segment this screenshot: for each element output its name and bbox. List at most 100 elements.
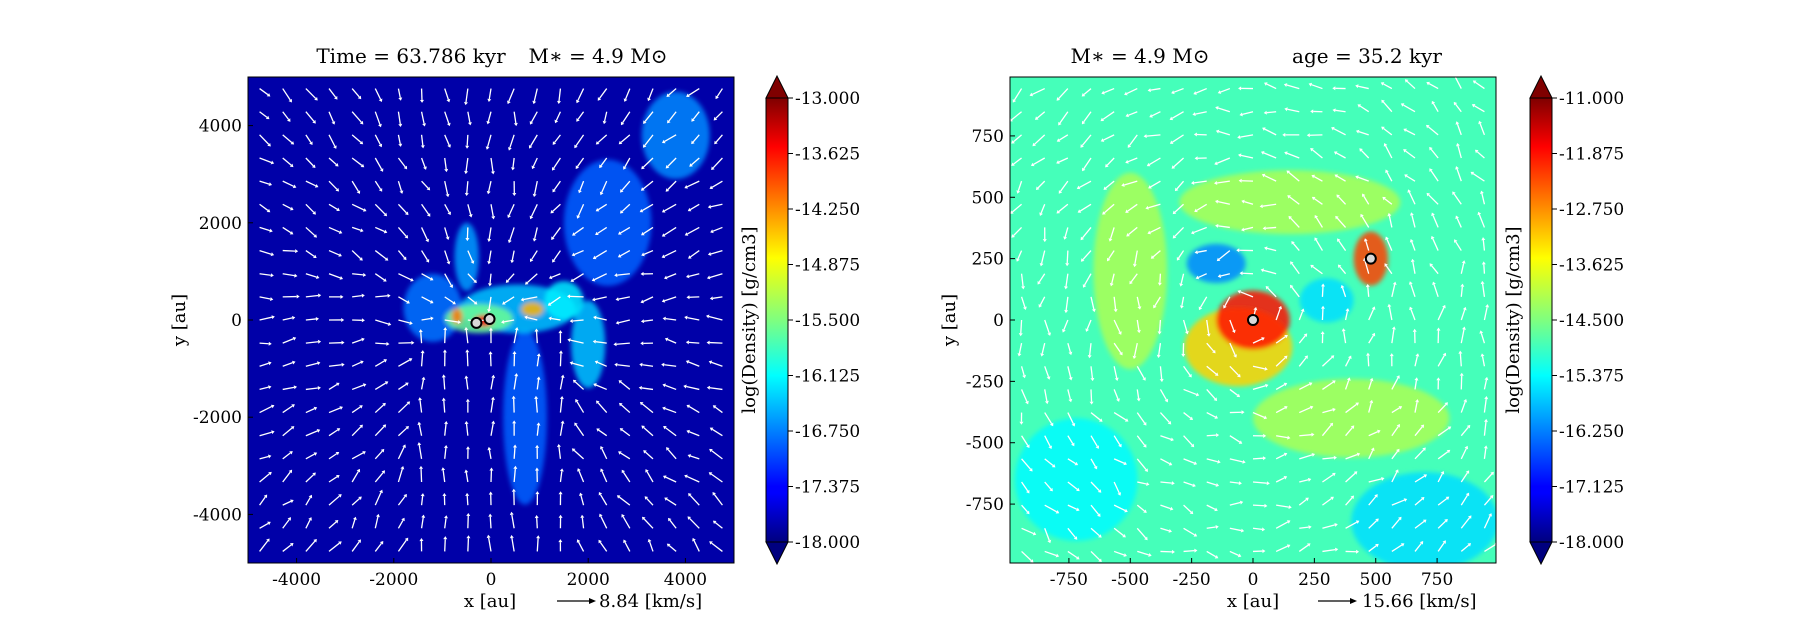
velocity-arrowhead [661,298,666,303]
velocity-arrow [1367,286,1370,297]
velocity-arrow [646,471,654,483]
velocity-arrowhead [535,444,540,448]
velocity-arrowhead [1490,471,1494,476]
velocity-arrowhead [1062,329,1066,333]
velocity-arrow [1020,273,1024,287]
velocity-arrow [374,88,382,100]
velocity-arrow [1262,203,1277,207]
velocity-arrowhead [1262,226,1266,231]
velocity-arrowhead [1329,422,1334,427]
velocity-arrowhead [387,293,391,298]
velocity-arrowhead [423,166,427,170]
velocity-arrowhead [1385,169,1389,174]
velocity-arrowhead [1353,471,1358,475]
velocity-arrow [444,518,447,529]
velocity-arrow [466,181,469,194]
velocity-arrow [305,387,318,391]
velocity-arrow [1368,380,1373,390]
velocity-arrow [1159,412,1170,423]
velocity-arrowhead [336,428,341,432]
velocity-arrowhead [1331,126,1335,131]
velocity-arrow [1104,203,1115,214]
velocity-arrowhead [715,95,719,100]
velocity-arrowhead [335,382,340,387]
velocity-arrowhead [267,454,272,459]
velocity-arrow [305,180,317,187]
velocity-arrowhead [1334,547,1339,552]
velocity-arrowhead [403,493,407,498]
velocity-arrow [618,296,630,300]
velocity-arrowhead [1237,289,1241,294]
velocity-arrowhead [574,144,578,149]
velocity-arrowhead [1118,443,1122,448]
velocity-arrowhead [689,163,693,167]
y-tick-label: 0 [993,311,1004,331]
velocity-arrow [642,157,654,168]
velocity-arrow [328,542,340,552]
y-tick-label: 2000 [199,214,242,234]
velocity-arrow [397,203,407,214]
density-feature [1186,243,1246,284]
velocity-arrow [1388,306,1393,321]
velocity-arrowhead [709,541,713,545]
velocity-arrow [444,250,450,262]
velocity-arrowhead [1126,233,1130,237]
velocity-arrowhead [509,534,514,539]
velocity-arrowhead [316,429,321,433]
velocity-arrowhead [1307,477,1312,482]
velocity-arrow [1432,103,1439,113]
left-heatmap [248,77,734,563]
velocity-arrow [533,88,538,102]
velocity-arrow [351,498,361,506]
velocity-arrowhead [1286,170,1291,174]
velocity-arrowhead [352,516,357,521]
velocity-arrow [1299,434,1312,437]
velocity-arrow [1067,527,1076,538]
velocity-arrowhead [404,537,409,542]
velocity-arrowhead [383,229,388,234]
velocity-arrow [397,446,405,460]
velocity-arrowhead [268,341,272,346]
velocity-arrow [305,341,319,344]
velocity-arrowhead [687,207,692,212]
velocity-arrow [282,405,293,414]
velocity-arrowhead [559,468,564,472]
velocity-arrowhead [505,279,510,283]
velocity-arrowhead [1080,144,1084,148]
velocity-arrow [1460,263,1465,274]
velocity-arrow [687,316,700,321]
velocity-arrowhead [308,494,313,499]
velocity-arrowhead [1381,99,1385,104]
velocity-arrowhead [1332,86,1336,91]
velocity-arrowhead [1261,527,1266,532]
velocity-arrow [1090,527,1100,537]
velocity-arrow [1414,542,1422,552]
velocity-arrow [1183,435,1193,446]
velocity-arrow [1113,412,1127,421]
velocity-arrow [488,88,492,100]
velocity-arrow [1476,151,1485,159]
velocity-arrowhead [473,279,477,284]
velocity-arrow [711,428,723,437]
velocity-arrow [570,339,584,344]
velocity-arrow [1113,481,1120,494]
velocity-arrow [620,134,631,143]
velocity-arrowhead [1398,406,1403,410]
velocity-arrow [328,273,341,279]
velocity-arrowhead [1409,238,1414,243]
velocity-arrow [1229,388,1239,396]
velocity-arrowhead [567,294,571,299]
velocity-arrowhead [668,517,672,522]
velocity-arrowhead [465,398,470,402]
velocity-arrow [487,111,492,122]
velocity-arrowhead [576,118,580,122]
velocity-arrowhead [1259,204,1263,209]
velocity-arrowhead [1440,470,1445,475]
velocity-arrow [282,111,290,120]
velocity-arrowhead [602,120,607,125]
velocity-arrowhead [1283,452,1288,457]
velocity-arrow [1358,131,1369,136]
velocity-arrowhead [1420,497,1425,501]
velocity-arrow [530,111,538,123]
